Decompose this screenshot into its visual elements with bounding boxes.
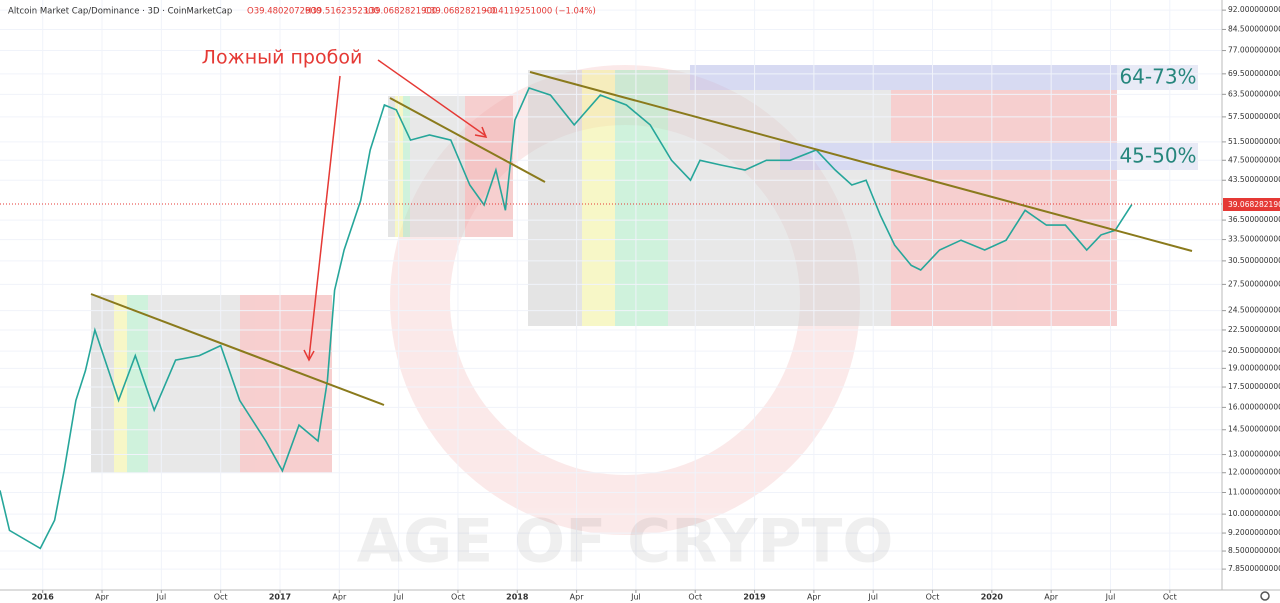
x-tick-label: Jul	[393, 593, 404, 602]
y-axis	[1222, 0, 1280, 590]
y-tick-label: 69.5000000000	[1228, 69, 1280, 78]
y-tick-label: 51.5000000000	[1228, 137, 1280, 146]
y-tick-label: 12.0000000000	[1228, 468, 1280, 477]
x-tick-label: Apr	[95, 593, 110, 602]
zones	[91, 65, 1117, 473]
ohlc: O39.4802072900	[247, 7, 321, 17]
range-box	[1117, 143, 1198, 170]
y-tick-label: 27.5000000000	[1228, 279, 1280, 288]
plot	[0, 0, 1222, 590]
x-tick-label: Oct	[688, 593, 702, 602]
y-tick-label: 8.5000000000	[1228, 546, 1280, 555]
trendlines	[90, 71, 1193, 406]
axes: 92.0000000000 84.5000000000 77.0000000000 6…	[32, 5, 1280, 601]
settings-icon[interactable]	[1260, 591, 1270, 601]
x-tick-label: Jul	[1105, 593, 1116, 602]
x-tick-label: Apr	[570, 593, 585, 602]
x-tick-label: 2018	[506, 593, 529, 602]
y-tick-label: 63.5000000000	[1228, 89, 1280, 98]
price-badge	[1223, 198, 1280, 211]
ohlc: −0.4119251000 (−1.04%)	[483, 7, 596, 17]
y-tick-label: 43.5000000000	[1228, 175, 1280, 184]
annotation: 64-73%	[1119, 65, 1196, 89]
ohlc: C39.0682821900	[424, 7, 498, 17]
arrows	[303, 59, 488, 362]
x-tick-label: 2016	[32, 593, 55, 602]
x-tick-label: Jul	[867, 593, 878, 602]
x-tick-label: 2020	[981, 593, 1004, 602]
y-tick-label: 33.5000000000	[1228, 235, 1280, 244]
watermark-text: AGE OF CRYPTO	[357, 507, 894, 577]
y-tick-label: 77.0000000000	[1228, 46, 1280, 55]
header: Altcoin Market Cap/Dominance · 3D · Coin…	[8, 7, 596, 17]
x-tick-label: Oct	[1163, 593, 1177, 602]
y-tick-label: 19.0000000000	[1228, 363, 1280, 372]
x-tick-label: 2017	[269, 593, 291, 602]
x-tick-label: Oct	[451, 593, 465, 602]
range-box	[1117, 65, 1198, 90]
y-tick-label: 20.5000000000	[1228, 346, 1280, 355]
y-tick-label: 17.5000000000	[1228, 382, 1280, 391]
y-tick-label: 24.5000000000	[1228, 306, 1280, 315]
x-tick-label: Jul	[156, 593, 167, 602]
y-tick-label: 36.5000000000	[1228, 215, 1280, 224]
y-tick-label: 9.2000000000	[1228, 528, 1280, 537]
y-tick-label: 57.5000000000	[1228, 112, 1280, 121]
y-tick-label: 92.0000000000	[1228, 5, 1280, 14]
y-tick-label: 7.8500000000	[1228, 564, 1280, 573]
annotation: 45-50%	[1119, 144, 1196, 168]
y-tick-label: 30.5000000000	[1228, 256, 1280, 265]
symbol: Altcoin Market Cap/Dominance · 3D · Coin…	[8, 7, 232, 17]
x-tick-label: Apr	[332, 593, 347, 602]
x-tick-label: Oct	[214, 593, 228, 602]
last-price: 39.0682821900	[1228, 200, 1280, 209]
y-tick-label: 84.5000000000	[1228, 24, 1280, 33]
x-tick-label: Apr	[807, 593, 822, 602]
y-tick-label: 22.5000000000	[1228, 325, 1280, 334]
y-tick-label: 47.5000000000	[1228, 155, 1280, 164]
y-tick-label: 14.5000000000	[1228, 425, 1280, 434]
y-tick-label: 10.0000000000	[1228, 509, 1280, 518]
x-tick-label: Apr	[1044, 593, 1059, 602]
ohlc: L39.0682821900	[365, 7, 437, 17]
series-line	[0, 87, 1133, 550]
y-tick-label: 13.0000000000	[1228, 450, 1280, 459]
ohlc: H39.5162352300	[305, 7, 379, 17]
x-tick-label: 2019	[743, 593, 766, 602]
y-tick-label: 11.0000000000	[1228, 487, 1280, 496]
annotation: Ложный пробой	[202, 47, 363, 69]
x-tick-label: Jul	[630, 593, 641, 602]
x-tick-label: Oct	[926, 593, 940, 602]
y-tick-label: 16.0000000000	[1228, 402, 1280, 411]
